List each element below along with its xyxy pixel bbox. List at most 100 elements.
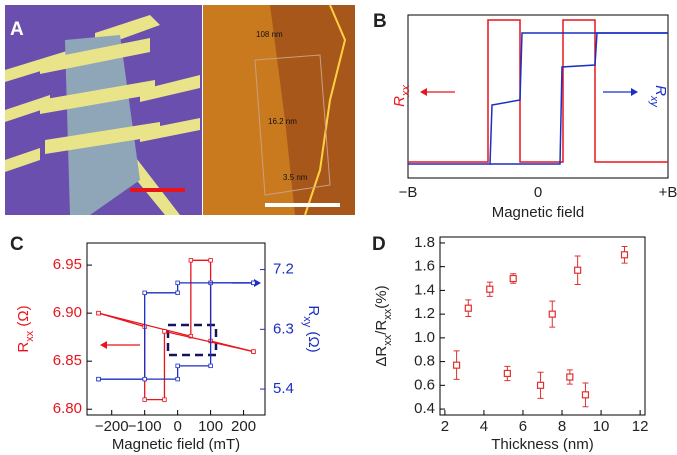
panel-label: C [10,234,24,255]
label-part: (Ω) [15,305,32,330]
panel-label: B [373,11,387,32]
point [464,304,472,312]
label-part: ΔR [373,346,390,367]
x-tick-label: −200 [95,418,129,435]
y-tick-label: 6.90 [53,304,82,321]
point [620,251,629,259]
x-axis-label: Magnetic field [492,204,585,221]
y2-tick-label: 5.4 [273,380,294,397]
point [96,376,101,382]
axes [407,14,669,179]
point [486,285,494,293]
y-tick-label: 1.2 [414,305,435,322]
y-tick-label: 6.85 [53,352,82,369]
x-tick-label: 100 [198,418,223,435]
arrowhead [100,341,107,349]
x-tick-label: −100 [128,418,162,435]
x-tick-label: 4 [480,418,488,435]
series-line [98,259,254,353]
axis-label: Rxx [391,85,412,107]
outline [254,54,331,196]
y-tick-label: 0.6 [414,376,435,393]
point [96,310,101,316]
axis-label: Rxx (Ω) [15,305,36,352]
point [175,363,180,369]
y2-tick-label: 6.3 [273,320,294,337]
y-tick-label: 1.8 [414,234,435,251]
point [251,280,256,286]
subscript: xx [24,330,36,342]
y-tick-label: 1.4 [414,281,435,298]
point [566,373,574,381]
x-axis-label: Thickness (nm) [491,436,594,453]
y-tick-label: 6.80 [53,400,82,417]
point [536,381,545,389]
edge [304,4,347,216]
point [503,369,511,378]
point [581,391,590,399]
panel-label: D [372,234,386,255]
x-tick-label: 2 [441,418,449,435]
point [251,349,256,354]
point [208,258,213,263]
arrowhead [254,279,261,287]
rxy-sketch [490,32,668,165]
electrodes [40,38,160,154]
flake [65,35,140,215]
label-part: R [305,305,322,316]
label-part: R [391,96,408,107]
series-line [98,282,254,380]
point [175,280,180,286]
annotation: 108 nm [256,30,283,39]
axes [86,242,266,416]
axis-label: Rxy [648,85,669,108]
point [142,376,147,382]
point [162,397,167,402]
x-tick-label: 12 [632,418,649,435]
point [175,290,180,296]
rxy-sketch [408,32,668,165]
x-tick-label: 10 [593,418,610,435]
x-tick-label: 6 [519,418,527,435]
subscript: xy [301,316,313,328]
x-tick-label: 0 [173,418,181,435]
x-tick-label: +B [659,184,677,201]
annotation: 16.2 nm [268,117,297,126]
label-part: /R [373,320,390,335]
point [175,376,180,382]
point [208,363,213,369]
y2-tick-label: 7.2 [273,261,294,278]
label-part: (Ω) [305,327,322,352]
subscript: xx [382,308,394,320]
axis-label: Rxy (Ω) [301,305,322,352]
annotation: 3.5 nm [283,173,308,182]
arrowhead [631,88,638,96]
x-tick-label: 0 [534,184,542,201]
label-part: R [652,85,669,96]
x-tick-label: −B [399,184,418,201]
point [548,310,556,318]
y-tick-label: 0.8 [414,353,435,370]
label-part: (%) [373,285,390,308]
label-part: R [15,342,32,353]
point [509,274,517,283]
x-tick-label: 200 [231,418,256,435]
y-tick-label: 1.0 [414,329,435,346]
point [452,361,461,369]
subscript: xy [648,95,660,109]
axis-label: ΔRxx/Rxx(%) [373,285,394,366]
x-axis-label: Magnetic field (mT) [112,436,240,453]
point [574,266,582,274]
subscript: xx [400,85,412,98]
rxx-sketch [408,19,668,163]
y-tick-label: 0.4 [414,400,435,417]
y-tick-label: 6.95 [53,256,82,273]
point [188,258,194,263]
subscript: xx [382,334,394,346]
panel-label: A [10,19,24,40]
point [142,397,147,402]
arrowhead [420,88,427,96]
point [162,329,167,334]
x-tick-label: 8 [558,418,566,435]
